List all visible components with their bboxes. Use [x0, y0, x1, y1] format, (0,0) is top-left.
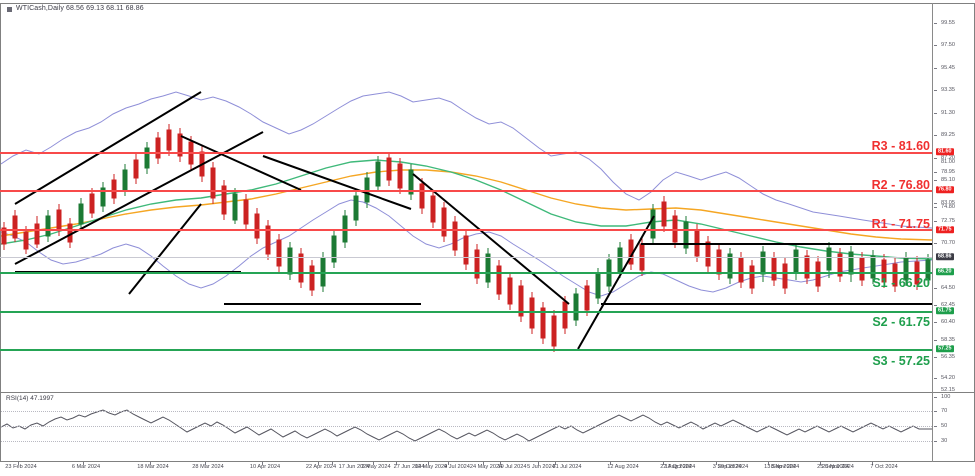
- y-axis-label: 81.00: [941, 159, 955, 165]
- ma-slow-line: [1, 169, 932, 241]
- y-axis-label: 91.30: [941, 110, 955, 116]
- y-axis-label: 70.70: [941, 240, 955, 246]
- rsi-axis-label: 30: [941, 438, 948, 444]
- y-axis-label: 85.10: [941, 177, 955, 183]
- rsi-axis-label: 100: [941, 394, 951, 400]
- y-axis-label: 74.80: [941, 204, 955, 210]
- bollinger-upper-band: [1, 91, 932, 229]
- rsi-value-label: 52.15: [941, 387, 955, 393]
- level-label-s2: S2 - 61.75: [872, 315, 930, 329]
- x-axis-label: 27 Jun 2024: [393, 464, 425, 470]
- price-tag-r2: 76.80: [936, 186, 954, 194]
- level-label-r2: R2 - 76.80: [871, 178, 930, 192]
- x-axis-label: 31 Jul 2024: [552, 464, 582, 470]
- y-axis-label: 72.75: [941, 218, 955, 224]
- price-chart-pane: [0, 3, 975, 393]
- y-axis-label: 64.50: [941, 285, 955, 291]
- rsi-title: RSI(14) 47.1997: [6, 395, 54, 402]
- y-axis-label: 89.25: [941, 132, 955, 138]
- rsi-plot-area[interactable]: [1, 393, 932, 461]
- resistance-line-r2: [0, 190, 932, 192]
- x-axis-label: 13 Sep 2024: [764, 464, 796, 470]
- trendline-v-up: [128, 203, 202, 295]
- current-price-line: [0, 257, 932, 258]
- y-axis-label: 99.55: [941, 20, 955, 26]
- candlestick-series: [1, 124, 931, 352]
- x-axis-label: 29 Oct 2024: [717, 464, 749, 470]
- level-label-s1: S1 - 66.20: [872, 276, 930, 290]
- x-axis-label: 20 Nov 2024: [822, 464, 854, 470]
- price-tag-r3: 81.60: [936, 148, 954, 156]
- rsi-axis-label: 70: [941, 408, 948, 414]
- x-axis-label: 14 May 2024: [414, 464, 448, 470]
- rsi-guide-50: [1, 426, 932, 427]
- support-line-s1: [0, 272, 932, 274]
- y-axis-label: 83.05: [941, 200, 955, 206]
- x-axis-label: 17 Jun 2024: [338, 464, 370, 470]
- y-axis-label: 60.40: [941, 319, 955, 325]
- resistance-line-r1: [0, 229, 932, 231]
- rsi-pane: [0, 392, 975, 462]
- x-axis-label: 7 Oct 2024: [870, 464, 898, 470]
- rsi-axis-label: 50: [941, 423, 948, 429]
- trendline-falling-upper: [180, 135, 302, 191]
- support-line-s2: [0, 311, 932, 313]
- ma-fast-line: [1, 159, 932, 260]
- x-axis-label: 2 May 2024: [361, 464, 391, 470]
- y-axis-label: 95.45: [941, 65, 955, 71]
- trendline-rising-upper: [14, 91, 202, 205]
- level-label-s3: S3 - 57.25: [872, 354, 930, 368]
- price-tag-current: 68.86: [936, 253, 954, 261]
- trendline-up-recovery: [577, 215, 655, 350]
- price-tag-s1: 66.20: [936, 268, 954, 276]
- price-tag-s2: 61.75: [936, 307, 954, 315]
- y-axis-label: 93.35: [941, 87, 955, 93]
- level-label-r3: R3 - 81.60: [871, 139, 930, 153]
- price-svg: [1, 91, 932, 352]
- price-tag-r1: 71.75: [936, 226, 954, 234]
- x-axis-label: 18 Mar 2024: [137, 464, 169, 470]
- rsi-guide-30: [1, 441, 932, 442]
- support-line-s3: [0, 349, 932, 351]
- y-axis-label: 97.50: [941, 42, 955, 48]
- x-axis-label: 9 Jul 2024: [444, 464, 470, 470]
- y-axis-label: 78.95: [941, 169, 955, 175]
- price-tag-s3: 57.25: [936, 345, 954, 353]
- trendline-falling-lower: [262, 155, 412, 210]
- x-axis-label: 12 Aug 2024: [607, 464, 639, 470]
- resistance-line-r3: [0, 152, 932, 154]
- level-label-r1: R1 - 71.75: [871, 217, 930, 231]
- x-axis-label: 19 Jul 2024: [497, 464, 527, 470]
- x-axis-label: 8 Nov 2024: [770, 464, 800, 470]
- trendline-down-major: [412, 173, 570, 305]
- chart-title: WTICash,Daily 68.56 69.13 68.11 68.86: [16, 5, 144, 12]
- x-axis-label: 6 Mar 2024: [71, 464, 101, 470]
- x-axis-label: 28 Mar 2024: [192, 464, 224, 470]
- x-axis-label: 22 Aug 2024: [660, 464, 692, 470]
- y-axis-label: 56.35: [941, 354, 955, 360]
- x-axis-label: 23 Feb 2024: [5, 464, 37, 470]
- rsi-svg: [1, 409, 932, 442]
- y-axis-label: 54.20: [941, 375, 955, 381]
- x-axis-label: 5 Jun 2024: [527, 464, 555, 470]
- x-axis-label: 17 Oct 2024: [664, 464, 696, 470]
- rsi-guide-70: [1, 411, 932, 412]
- x-axis-label: 10 Apr 2024: [249, 464, 281, 470]
- x-axis-label: 3 Sep 2024: [712, 464, 742, 470]
- price-plot-area[interactable]: [1, 4, 932, 392]
- x-axis-label: 22 Apr 2024: [305, 464, 337, 470]
- y-axis-label: 87.20: [941, 155, 955, 161]
- rsi-line: [1, 409, 932, 442]
- y-axis-label: 58.35: [941, 337, 955, 343]
- x-axis-label: 25 Sep 2024: [817, 464, 849, 470]
- chart-bullet-icon: [7, 7, 12, 12]
- price-axis-separator: [932, 3, 933, 462]
- y-axis-label: 62.45: [941, 302, 955, 308]
- x-axis-label: 24 May 2024: [469, 464, 503, 470]
